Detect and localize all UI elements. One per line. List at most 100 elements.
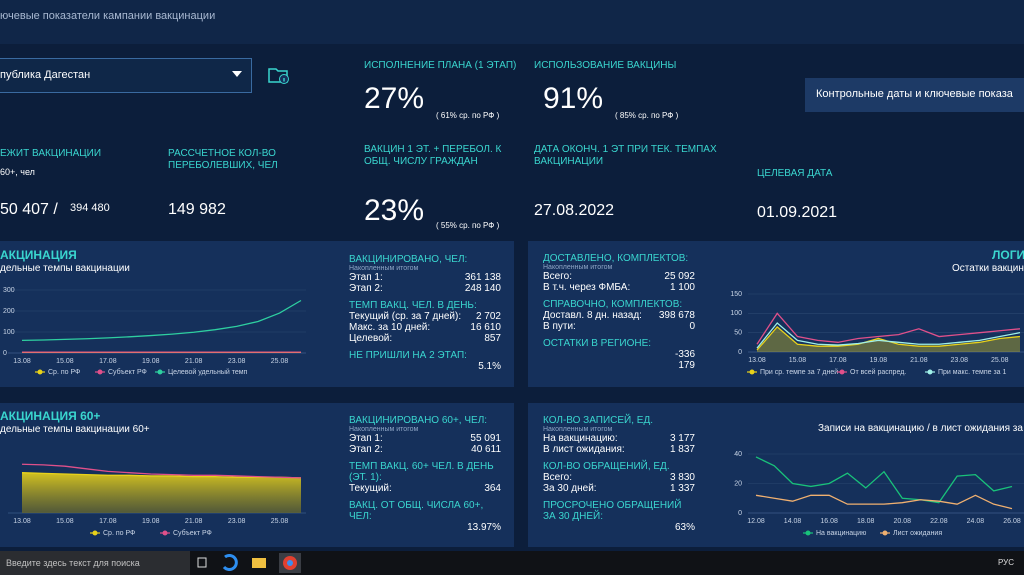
stat-note: Накопленным итогом xyxy=(349,265,419,272)
x-tick-label: 23.08 xyxy=(228,518,246,525)
series-line xyxy=(21,463,302,479)
stat-value: 248 140 xyxy=(464,283,501,294)
search-box[interactable] xyxy=(0,551,190,575)
kpi-label: ЕЖИТ ВАКЦИНАЦИИ xyxy=(0,148,102,159)
chart-title: Записи на вакцинацию / в лист ожидания з… xyxy=(818,423,1023,434)
stat-value: 1 337 xyxy=(669,483,695,494)
stat-value: 1 837 xyxy=(669,444,695,455)
x-tick-label: 16.08 xyxy=(820,518,838,525)
x-tick-label: 22.08 xyxy=(930,518,948,525)
stat-row: В лист ожидания: 1 837 xyxy=(543,444,695,455)
x-tick-label: 19.08 xyxy=(142,518,160,525)
button-text: Контрольные даты и ключевые показа xyxy=(816,88,1013,100)
kpi-value: 50 407 / xyxy=(0,201,58,218)
stat-note: Накопленным итогом xyxy=(543,264,613,271)
x-tick-label: 13.08 xyxy=(748,357,766,364)
x-tick-label: 17.08 xyxy=(99,518,117,525)
stat-label: Текущий: xyxy=(349,483,392,494)
stat-value: 857 xyxy=(484,333,501,344)
kpi-value: 27.08.2022 xyxy=(534,202,615,219)
stat-row: 63% xyxy=(543,522,695,533)
lang: РУС xyxy=(998,558,1015,567)
stat-value: 25 092 xyxy=(664,271,695,282)
panel xyxy=(528,403,1024,547)
stat-heading: ПРОСРОЧЕНО ОБРАЩЕНИЙ ЗА 30 ДНЕЙ: xyxy=(543,500,682,522)
stat-label: В т.ч. через ФМБА: xyxy=(543,282,631,293)
stat-row: 179 xyxy=(543,360,695,371)
series-line xyxy=(756,312,1021,345)
panel-title: ЛОГИ xyxy=(992,248,1024,262)
kpi-label: ДАТА ОКОНЧ. 1 ЭТ ПРИ ТЕК. ТЕМПАХ ВАКЦИНА… xyxy=(534,144,717,167)
dropdown-caret[interactable] xyxy=(232,71,242,77)
stat-note: Накопленным итогом xyxy=(543,426,613,433)
stat-label: В пути: xyxy=(543,321,576,332)
legend-dot xyxy=(157,369,163,375)
stat-heading: НЕ ПРИШЛИ НА 2 ЭТАП: xyxy=(349,350,467,361)
series-line xyxy=(21,472,302,479)
x-tick-label: 15.08 xyxy=(56,358,74,365)
panel xyxy=(0,241,514,387)
stat-label: Этап 2: xyxy=(349,283,383,294)
kpi-note: ( 55% ср. по РФ ) xyxy=(436,221,500,230)
kpi-sub: 60+, чел xyxy=(0,167,35,177)
x-tick-label: 25.08 xyxy=(991,357,1009,364)
stat-row: Текущий (ср. за 7 дней): 2 702 xyxy=(349,311,501,322)
stat-value: 398 678 xyxy=(658,310,695,321)
series-area xyxy=(22,472,301,513)
stat-label: Целевой: xyxy=(349,333,393,344)
y-tick-label: 200 xyxy=(3,308,15,315)
stats: ВАКЦИНИРОВАНО, ЧЕЛ: Накопленным итогом Эта… xyxy=(349,248,501,372)
legend-label: Лист ожидания xyxy=(893,530,942,537)
stat-value: 2 702 xyxy=(475,311,501,322)
x-tick-label: 20.08 xyxy=(894,518,912,525)
y-tick-label: 0 xyxy=(3,350,7,357)
stat-label: Макс. за 10 дней: xyxy=(349,322,431,333)
stat-label: Этап 1: xyxy=(349,272,383,283)
x-tick-label: 25.08 xyxy=(271,358,289,365)
stat-row: Целевой: 857 xyxy=(349,333,501,344)
stat-label: Всего: xyxy=(543,271,572,282)
y-tick-label: 50 xyxy=(734,330,742,337)
stat-label: Этап 2: xyxy=(349,444,383,455)
stat-label: За 30 дней: xyxy=(543,483,597,494)
series-line xyxy=(756,322,1021,349)
stat-value: 1 100 xyxy=(669,282,695,293)
stat-heading: ОСТАТКИ В РЕГИОНЕ: xyxy=(543,338,652,349)
kpi-value: 27% xyxy=(364,82,425,115)
legend-dot xyxy=(839,369,845,375)
stat-heading: ТЕМП ВАКЦ. 60+ ЧЕЛ. В ДЕНЬ (ЭТ. 1): xyxy=(349,461,494,483)
legend-label: Субъект РФ xyxy=(173,529,212,537)
stat-heading: ВАКЦИНИРОВАНО 60+, ЧЕЛ: xyxy=(349,415,488,426)
stat-row: В т.ч. через ФМБА: 1 100 xyxy=(543,282,695,293)
panel-subtitle: дельные темпы вакцинации xyxy=(0,263,130,274)
y-tick-label: 0 xyxy=(738,349,742,356)
legend-label: Ср. по РФ xyxy=(48,369,80,376)
x-tick-label: 13.08 xyxy=(13,358,31,365)
x-tick-label: 19.08 xyxy=(870,357,888,364)
stat-label: Всего: xyxy=(543,472,572,483)
stat-row: Этап 1: 55 091 xyxy=(349,433,501,444)
legend-dot xyxy=(92,530,98,536)
x-tick-label: 14.08 xyxy=(784,518,802,525)
legend-label: При макс. темпе за 1 xyxy=(938,369,1007,376)
folder-info-icon[interactable] xyxy=(268,66,290,84)
legend-dot xyxy=(97,369,103,375)
control-dates-button[interactable] xyxy=(805,78,1024,112)
x-tick-label: 21.08 xyxy=(910,357,928,364)
x-tick-label: 15.08 xyxy=(56,518,74,525)
x-tick-label: 12.08 xyxy=(747,518,765,525)
stat-heading: ВАКЦ. ОТ ОБЩ. ЧИСЛА 60+, ЧЕЛ: xyxy=(349,500,484,522)
stat-value: 55 091 xyxy=(470,433,501,444)
legend-label: Целевой удельный темп xyxy=(168,368,248,376)
stat-row: 13.97% xyxy=(349,522,501,533)
kpi-label: ИСПОЛЬЗОВАНИЕ ВАКЦИНЫ xyxy=(534,60,677,71)
stats: КОЛ-ВО ЗАПИСЕЙ, ЕД. Накопленным итогом На … xyxy=(543,409,695,533)
stat-heading: КОЛ-ВО ОБРАЩЕНИЙ, ЕД. xyxy=(543,461,670,472)
kpi-label: ЦЕЛЕВАЯ ДАТА xyxy=(757,168,833,179)
region-select[interactable] xyxy=(0,58,252,93)
kpi-note: ( 85% ср. по РФ ) xyxy=(615,111,679,120)
taskbar-icons[interactable] xyxy=(195,553,305,573)
stat-label: Доставл. 8 дн. назад: xyxy=(543,310,642,321)
stat-heading: ДОСТАВЛЕНО, КОМПЛЕКТОВ: xyxy=(543,253,689,264)
